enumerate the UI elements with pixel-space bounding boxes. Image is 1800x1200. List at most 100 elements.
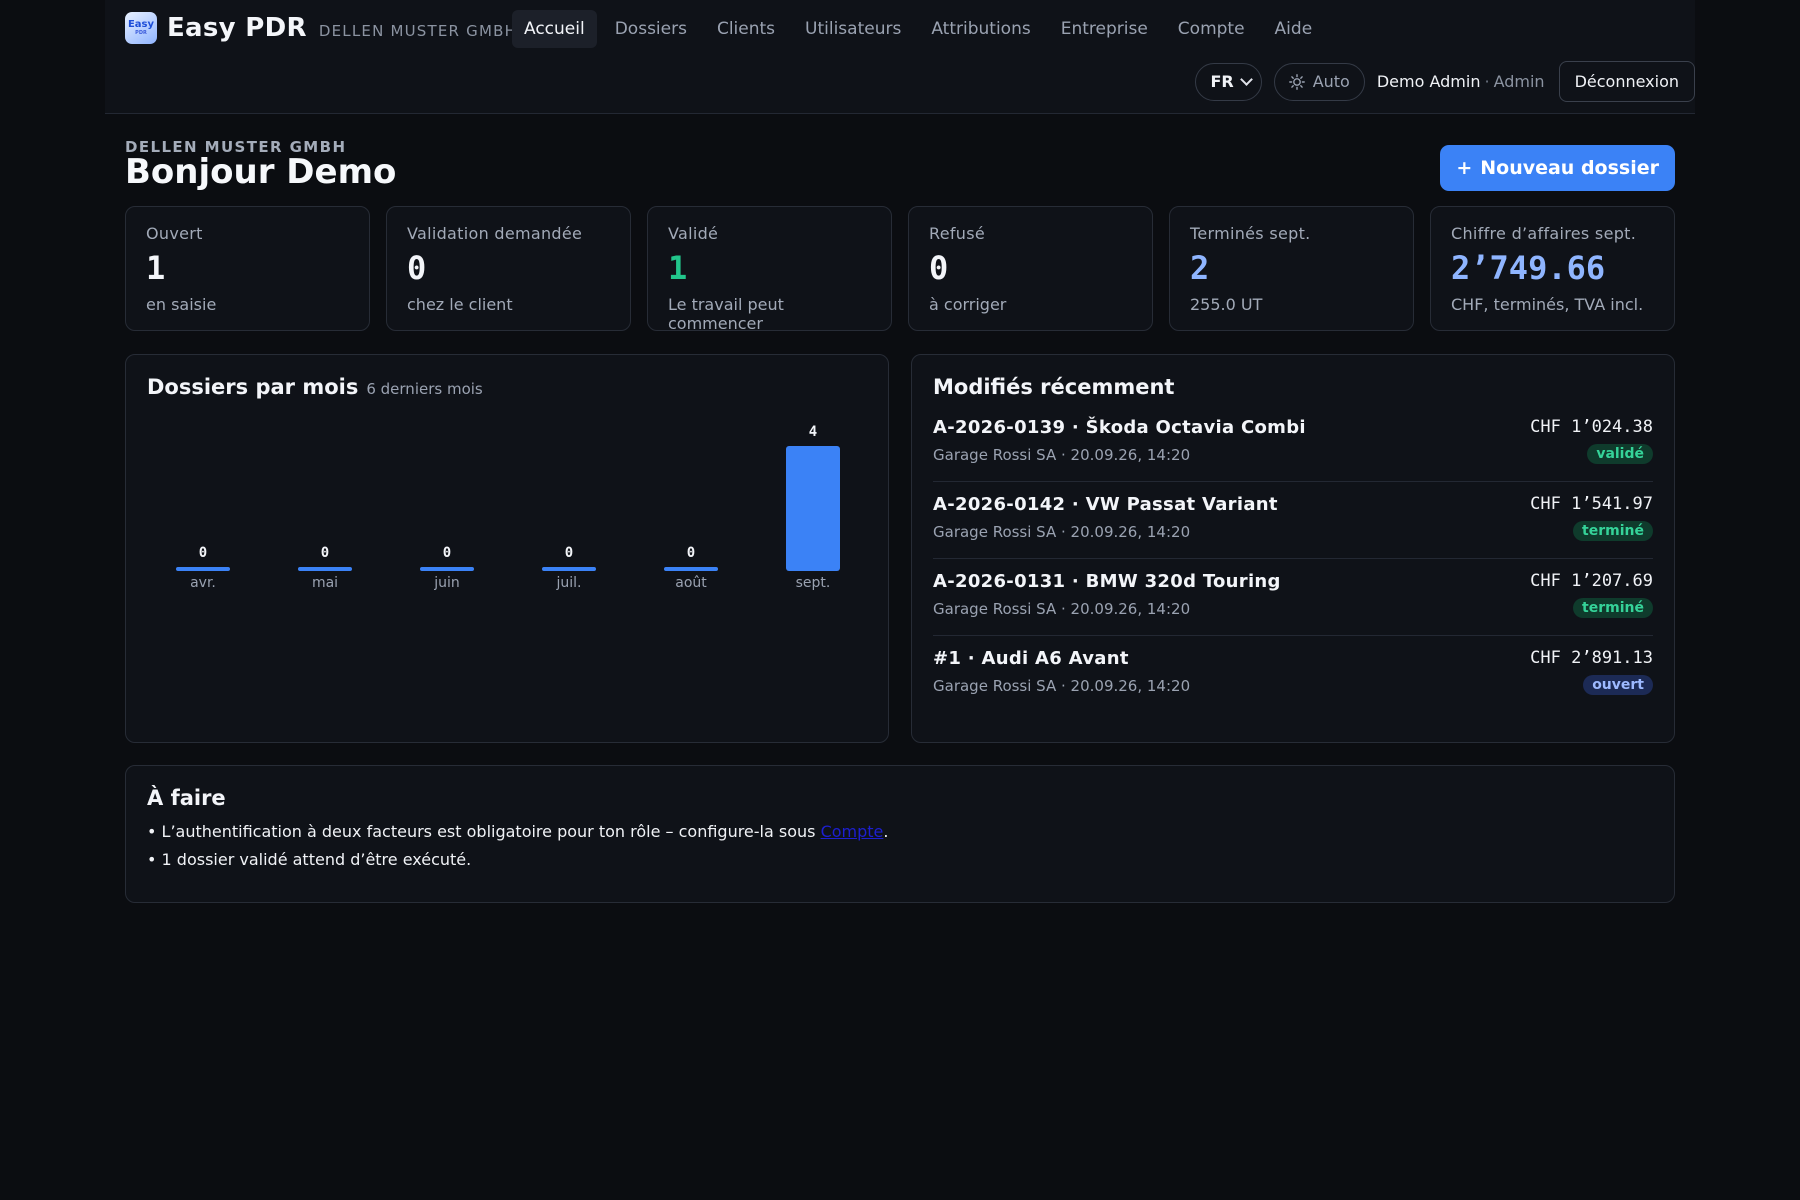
chart-bar bbox=[664, 567, 718, 571]
new-dossier-button[interactable]: + Nouveau dossier bbox=[1440, 145, 1675, 191]
user-role: Admin bbox=[1493, 72, 1545, 91]
stat-label: Ouvert bbox=[146, 224, 203, 243]
recent-item-amount: CHF 2’891.13 bbox=[1530, 648, 1653, 668]
nav-item-dossiers[interactable]: Dossiers bbox=[614, 19, 687, 39]
chart-title: Dossiers par mois bbox=[147, 375, 359, 399]
user-separator: · bbox=[1484, 72, 1490, 91]
chart-bar bbox=[298, 567, 352, 571]
stat-value: 0 bbox=[407, 249, 427, 287]
stat-sub: 255.0 UT bbox=[1190, 295, 1263, 314]
chart-bar bbox=[420, 567, 474, 571]
stat-sub: chez le client bbox=[407, 295, 513, 314]
recent-item-meta: Garage Rossi SA · 20.09.26, 14:20 bbox=[933, 600, 1191, 618]
recent-item[interactable]: #1 · Audi A6 Avant Garage Rossi SA · 20.… bbox=[933, 648, 1653, 713]
stat-card-refuse[interactable]: Refusé 0 à corriger bbox=[908, 206, 1153, 331]
language-value: FR bbox=[1210, 72, 1234, 91]
chart-header: Dossiers par mois 6 derniers mois bbox=[147, 375, 483, 399]
theme-toggle[interactable]: Auto bbox=[1273, 62, 1365, 101]
chart-value-label: 0 bbox=[687, 545, 695, 561]
chart-bar bbox=[176, 567, 230, 571]
user-info: Demo Admin · Admin bbox=[1377, 72, 1545, 91]
stat-sub: en saisie bbox=[146, 295, 217, 314]
stat-value: 0 bbox=[929, 249, 949, 287]
recent-item-title: A-2026-0142 · VW Passat Variant bbox=[933, 494, 1278, 515]
plus-icon: + bbox=[1456, 157, 1473, 179]
recent-item[interactable]: A-2026-0131 · BMW 320d Touring Garage Ro… bbox=[933, 571, 1653, 636]
status-badge: terminé bbox=[1573, 521, 1653, 541]
chart-tick-label: août bbox=[675, 575, 707, 591]
brand-company: DELLEN MUSTER GMBH bbox=[318, 22, 518, 40]
nav-item-aide[interactable]: Aide bbox=[1274, 19, 1313, 39]
chart-value-label: 4 bbox=[809, 424, 817, 440]
recent-item-meta: Garage Rossi SA · 20.09.26, 14:20 bbox=[933, 446, 1191, 464]
app-logo: Easy PDR bbox=[125, 12, 157, 44]
chart-tick-label: avr. bbox=[190, 575, 216, 591]
nav-item-utilisateurs[interactable]: Utilisateurs bbox=[805, 19, 902, 39]
nav-item-compte[interactable]: Compte bbox=[1177, 19, 1245, 39]
stat-value: 2 bbox=[1190, 249, 1210, 287]
chart-value-label: 0 bbox=[199, 545, 207, 561]
nav-item-entreprise[interactable]: Entreprise bbox=[1060, 19, 1148, 39]
new-dossier-label: Nouveau dossier bbox=[1480, 157, 1659, 179]
brand[interactable]: Easy PDR Easy PDR DELLEN MUSTER GMBH bbox=[125, 12, 517, 44]
recent-item[interactable]: A-2026-0139 · Škoda Octavia Combi Garage… bbox=[933, 417, 1653, 482]
chart-panel: Dossiers par mois 6 derniers mois 0 avr. 0… bbox=[125, 354, 889, 743]
stat-label: Refusé bbox=[929, 224, 985, 243]
stat-label: Terminés sept. bbox=[1190, 224, 1311, 243]
sun-icon bbox=[1288, 73, 1305, 90]
chart-value-label: 0 bbox=[321, 545, 329, 561]
todo-title: À faire bbox=[147, 786, 226, 810]
compte-link[interactable]: Compte bbox=[820, 822, 884, 841]
chart-bar bbox=[786, 446, 840, 571]
recent-item-meta: Garage Rossi SA · 20.09.26, 14:20 bbox=[933, 523, 1191, 541]
user-name: Demo Admin bbox=[1376, 72, 1481, 91]
stat-value: 2’749.66 bbox=[1451, 249, 1606, 287]
status-badge: ouvert bbox=[1583, 675, 1653, 695]
recent-item-title: #1 · Audi A6 Avant bbox=[933, 648, 1129, 669]
todo-item-text: L’authentification à deux facteurs est o… bbox=[161, 822, 821, 841]
bar-chart: 0 avr. 0 mai 0 juin 0 juil. 0 août 4 sept. bbox=[176, 424, 840, 591]
recent-item-title: A-2026-0139 · Škoda Octavia Combi bbox=[933, 417, 1306, 438]
stat-label: Chiffre d’affaires sept. bbox=[1451, 224, 1637, 243]
main-nav: Accueil Dossiers Clients Utilisateurs At… bbox=[512, 10, 1324, 48]
theme-label: Auto bbox=[1312, 72, 1350, 91]
stat-card-termines[interactable]: Terminés sept. 2 255.0 UT bbox=[1169, 206, 1414, 331]
todo-item-suffix: . bbox=[883, 822, 889, 841]
logout-button[interactable]: Déconnexion bbox=[1558, 61, 1695, 102]
stat-sub: CHF, terminés, TVA incl. bbox=[1451, 295, 1644, 314]
recent-item[interactable]: A-2026-0142 · VW Passat Variant Garage R… bbox=[933, 494, 1653, 559]
user-bar: FR Auto Demo Admin · Admin Déconnexion bbox=[1195, 61, 1695, 102]
stat-sub: à corriger bbox=[929, 295, 1007, 314]
recent-item-amount: CHF 1’207.69 bbox=[1530, 571, 1653, 591]
recent-item-title: A-2026-0131 · BMW 320d Touring bbox=[933, 571, 1281, 592]
todo-item: L’authentification à deux facteurs est o… bbox=[147, 822, 1653, 841]
stat-card-validation[interactable]: Validation demandée 0 chez le client bbox=[386, 206, 631, 331]
chart-bar bbox=[542, 567, 596, 571]
chart-subtitle: 6 derniers mois bbox=[366, 380, 483, 398]
nav-item-attributions[interactable]: Attributions bbox=[931, 19, 1031, 39]
nav-item-accueil[interactable]: Accueil bbox=[512, 10, 597, 48]
todo-item: 1 dossier validé attend d’être exécuté. bbox=[147, 850, 1653, 869]
stat-card-chiffre-affaires[interactable]: Chiffre d’affaires sept. 2’749.66 CHF, t… bbox=[1430, 206, 1675, 331]
language-select[interactable]: FR bbox=[1195, 62, 1262, 101]
top-bar-background bbox=[105, 0, 1695, 114]
stat-card-ouvert[interactable]: Ouvert 1 en saisie bbox=[125, 206, 370, 331]
recent-list: A-2026-0139 · Škoda Octavia Combi Garage… bbox=[933, 417, 1653, 713]
page-title: Bonjour Demo bbox=[125, 152, 397, 192]
todo-item-text: 1 dossier validé attend d’être exécuté. bbox=[161, 850, 472, 869]
chart-tick-label: juil. bbox=[556, 575, 582, 591]
app-name: Easy PDR bbox=[167, 13, 307, 43]
recent-item-meta: Garage Rossi SA · 20.09.26, 14:20 bbox=[933, 677, 1191, 695]
recent-panel: Modifiés récemment A-2026-0139 · Škoda O… bbox=[911, 354, 1675, 743]
recent-item-amount: CHF 1’541.97 bbox=[1530, 494, 1653, 514]
nav-item-clients[interactable]: Clients bbox=[716, 19, 776, 39]
stat-card-valide[interactable]: Validé 1 Le travail peut commencer bbox=[647, 206, 892, 333]
chart-value-label: 0 bbox=[565, 545, 573, 561]
stat-sub: Le travail peut commencer bbox=[668, 295, 784, 333]
chevron-down-icon bbox=[1239, 72, 1253, 86]
todo-list: L’authentification à deux facteurs est o… bbox=[147, 822, 1653, 869]
chart-value-label: 0 bbox=[443, 545, 451, 561]
chart-tick-label: juin bbox=[433, 575, 460, 591]
status-badge: validé bbox=[1587, 444, 1653, 464]
status-badge: terminé bbox=[1573, 598, 1653, 618]
